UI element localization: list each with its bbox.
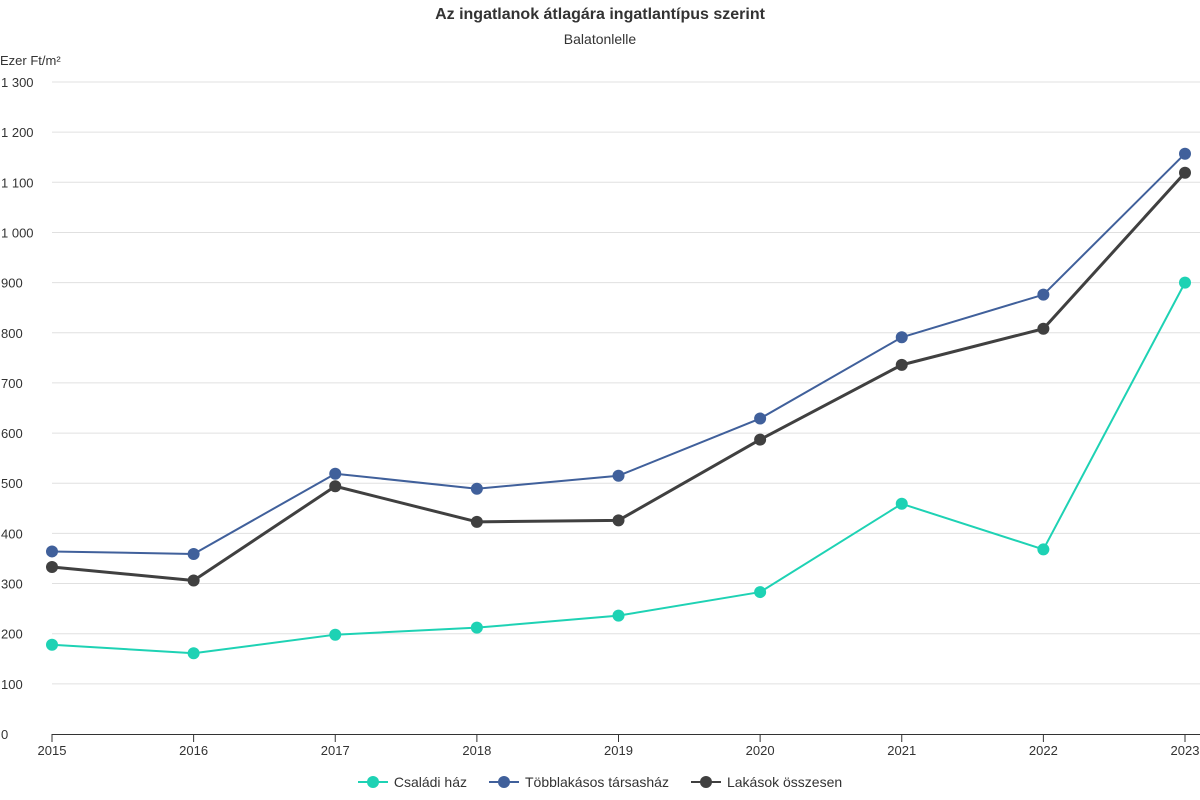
data-point[interactable] <box>46 638 58 651</box>
legend-marker-icon <box>489 776 519 788</box>
legend-item[interactable]: Családi ház <box>357 774 467 790</box>
data-point[interactable] <box>470 515 483 528</box>
x-tick-label: 2022 <box>1029 743 1058 758</box>
data-point[interactable] <box>187 547 200 560</box>
data-point[interactable] <box>895 497 908 510</box>
data-point[interactable] <box>754 586 767 599</box>
x-tick-label: 2016 <box>179 743 208 758</box>
y-tick-label: 200 <box>1 627 23 642</box>
data-point[interactable] <box>1037 543 1050 556</box>
y-tick-label: 900 <box>1 276 23 291</box>
series-layer <box>46 147 1191 660</box>
x-tick-label: 2020 <box>746 743 775 758</box>
data-point[interactable] <box>612 609 625 622</box>
y-tick-label: 700 <box>1 376 23 391</box>
y-tick-label: 100 <box>1 677 23 692</box>
legend-dot <box>366 776 379 788</box>
y-axis-label: Ezer Ft/m² <box>0 53 61 68</box>
data-point[interactable] <box>754 433 767 446</box>
data-point[interactable] <box>46 560 58 573</box>
y-tick-label: 1 100 <box>1 175 34 190</box>
series-line <box>51 282 1186 655</box>
legend-marker-icon <box>357 776 388 788</box>
data-point[interactable] <box>46 545 58 558</box>
x-tick-label: 2017 <box>321 743 350 758</box>
y-tick-label: 400 <box>1 526 23 541</box>
chart-subtitle: Balatonlelle <box>563 31 637 47</box>
data-point[interactable] <box>470 621 483 634</box>
chart-title: Az ingatlanok átlagára ingatlantípus sze… <box>435 6 765 23</box>
data-point[interactable] <box>470 482 483 495</box>
data-point[interactable] <box>612 514 625 527</box>
y-tick-label: 500 <box>1 476 23 491</box>
legend-label: Családi ház <box>393 774 467 790</box>
y-tick-label: 600 <box>1 426 23 441</box>
data-point[interactable] <box>1179 276 1191 289</box>
grid-lines <box>52 81 1200 685</box>
y-tick-label: 300 <box>1 577 23 592</box>
x-tick-label: 2019 <box>604 743 633 758</box>
data-point[interactable] <box>329 628 342 641</box>
data-point[interactable] <box>895 331 908 344</box>
y-axis-ticks: 0 100 200 300 400 500 600 700 800 900 1 000 1 100 1 … <box>1 75 34 742</box>
x-tick-label: 2018 <box>462 743 491 758</box>
data-point[interactable] <box>329 467 342 480</box>
data-point[interactable] <box>1179 166 1191 179</box>
data-point[interactable] <box>1037 288 1050 301</box>
data-point[interactable] <box>329 480 342 493</box>
legend-dot <box>699 776 712 788</box>
y-tick-label: 1 000 <box>1 225 34 240</box>
series-group <box>46 166 1191 587</box>
data-point[interactable] <box>187 574 200 587</box>
legend: Családi ház Többlakásos társasház Lakások … <box>0 774 1200 790</box>
y-tick-label: 800 <box>1 326 23 341</box>
series-group <box>46 147 1191 560</box>
legend-item[interactable]: Többlakásos társasház <box>489 774 669 790</box>
line-chart: 0 100 200 300 400 500 600 700 800 900 1 000 1 100 1 … <box>1 75 1200 758</box>
y-tick-label: 1 300 <box>1 75 34 90</box>
x-tick-label: 2015 <box>38 743 67 758</box>
series-group <box>46 276 1191 660</box>
legend-marker-icon <box>690 776 721 788</box>
data-point[interactable] <box>1179 147 1191 160</box>
legend-dot <box>498 776 510 788</box>
data-point[interactable] <box>1037 322 1050 335</box>
x-tick-label: 2021 <box>887 743 916 758</box>
data-point[interactable] <box>187 647 200 660</box>
legend-label: Lakások összesen <box>726 774 843 790</box>
data-point[interactable] <box>895 358 908 371</box>
x-tick-label: 2023 <box>1171 743 1200 758</box>
x-axis: 2015 2016 2017 2018 2019 2020 2021 2022 2023 <box>38 734 1200 758</box>
y-tick-label: 0 <box>1 727 8 742</box>
y-tick-label: 1 200 <box>1 125 34 140</box>
legend-label: Többlakásos társasház <box>525 774 669 790</box>
data-point[interactable] <box>612 469 625 482</box>
series-line <box>51 153 1186 555</box>
legend-item[interactable]: Lakások összesen <box>690 774 843 790</box>
data-point[interactable] <box>754 412 767 425</box>
